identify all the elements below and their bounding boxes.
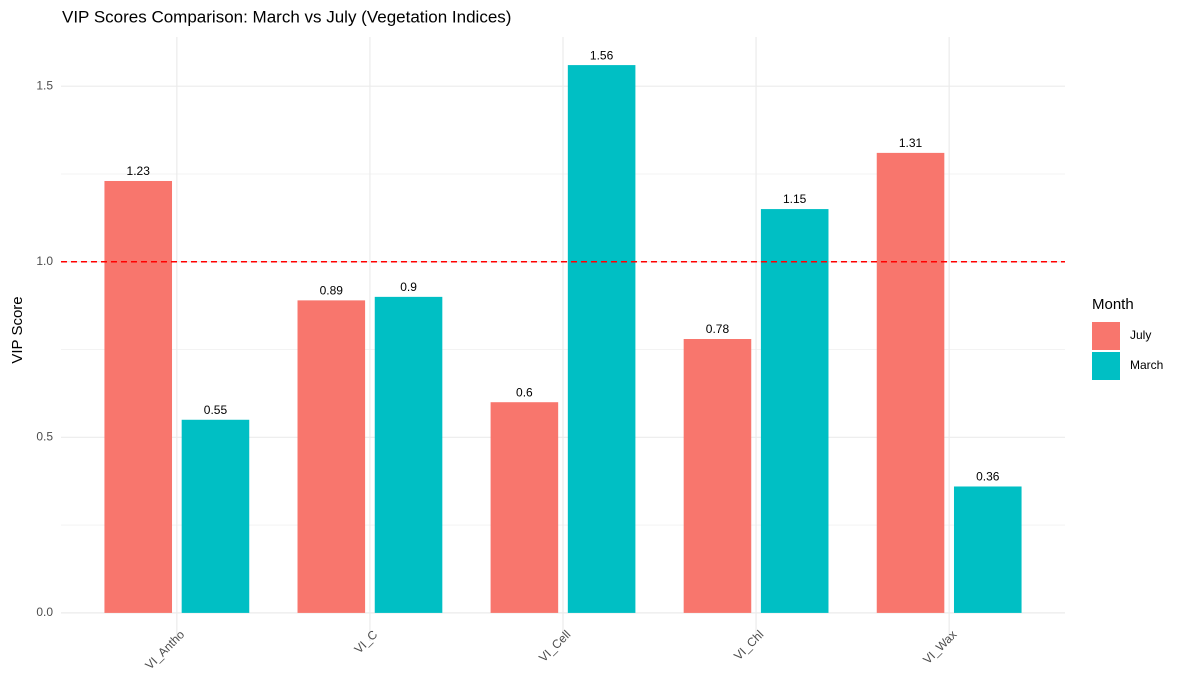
- x-tick-label: VI_C: [352, 627, 381, 656]
- bar: [760, 209, 829, 613]
- y-tick-label: 1.5: [36, 78, 53, 92]
- x-tick-label: VI_Antho: [142, 627, 187, 672]
- bar: [181, 419, 250, 613]
- data-label: 1.23: [127, 164, 151, 178]
- legend-key: [1092, 352, 1120, 380]
- data-label: 0.55: [204, 403, 228, 417]
- bar: [953, 486, 1022, 613]
- legend-label: March: [1130, 358, 1163, 372]
- data-label: 1.31: [899, 136, 923, 150]
- y-tick-label: 0.5: [36, 429, 53, 443]
- x-tick-label: VI_Chl: [731, 627, 766, 662]
- data-label: 0.6: [516, 385, 533, 399]
- bar: [876, 152, 945, 613]
- y-tick-label: 0.0: [36, 605, 53, 619]
- bar: [567, 65, 636, 613]
- data-label: 1.15: [783, 192, 807, 206]
- chart-title: VIP Scores Comparison: March vs July (Ve…: [62, 7, 511, 26]
- bar: [683, 339, 752, 613]
- data-label: 0.89: [320, 284, 344, 298]
- bar: [374, 296, 443, 613]
- x-tick-label: VI_Wax: [920, 627, 959, 666]
- data-label: 0.36: [976, 470, 1000, 484]
- data-label: 0.78: [706, 322, 730, 336]
- x-tick-label: VI_Cell: [536, 627, 573, 664]
- bar: [490, 402, 559, 613]
- legend-title: Month: [1092, 296, 1134, 313]
- data-label: 0.9: [400, 280, 417, 294]
- legend-key: [1092, 322, 1120, 350]
- legend-label: July: [1130, 328, 1151, 342]
- bar: [104, 180, 173, 613]
- bar: [297, 300, 366, 613]
- data-label: 1.56: [590, 48, 614, 62]
- y-tick-label: 1.0: [36, 254, 53, 268]
- y-axis-label: VIP Score: [9, 296, 26, 363]
